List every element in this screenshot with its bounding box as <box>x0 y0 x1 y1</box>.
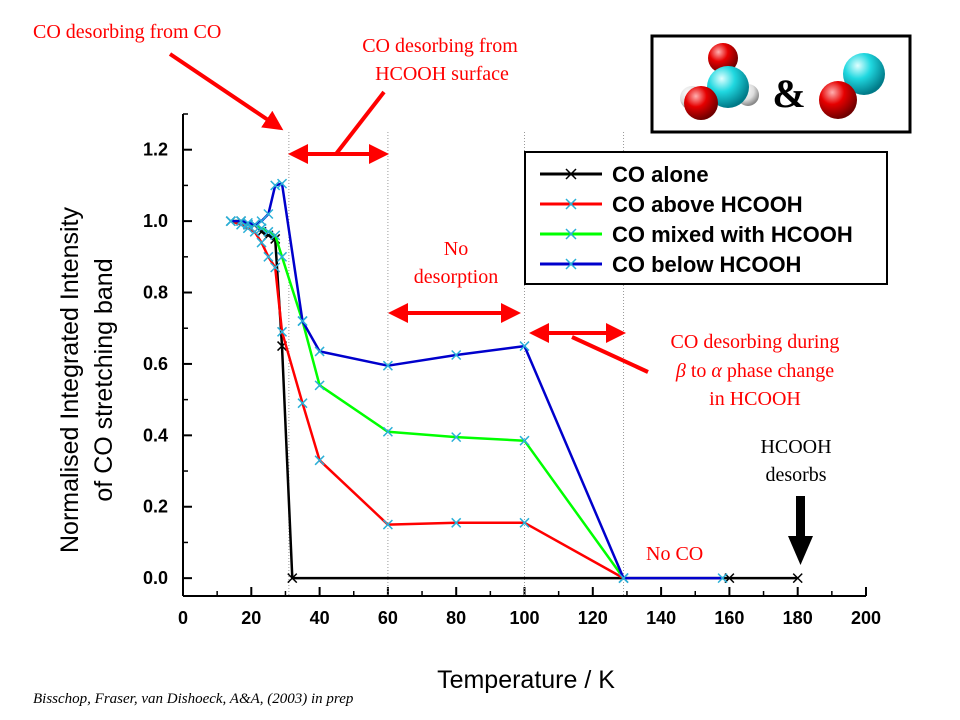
data-point-marker <box>287 573 298 584</box>
pointer-co-from-hcooh <box>334 90 386 156</box>
data-point-marker <box>792 573 803 584</box>
data-point-marker <box>451 432 462 443</box>
data-point-marker <box>314 455 325 466</box>
data-point-marker <box>277 326 288 337</box>
legend-label: CO mixed with HCOOH <box>612 222 853 247</box>
data-point-marker <box>451 349 462 361</box>
y-tick-label: 0.8 <box>143 283 168 303</box>
data-point-marker <box>263 251 274 262</box>
hcooh-molecule-icon <box>680 43 759 120</box>
data-point-marker <box>618 573 629 584</box>
annotation-hcooh-desorbs-line2: desorbs <box>765 464 826 486</box>
series-lines <box>225 178 803 584</box>
x-tick-label: 180 <box>783 608 813 628</box>
data-point-marker <box>717 573 728 584</box>
data-point-marker <box>451 517 462 528</box>
x-tick-label: 100 <box>509 608 539 628</box>
legend-label: CO alone <box>612 162 709 187</box>
annotation-no-desorption-line1: No <box>444 238 468 260</box>
hcooh-desorbs-arrow <box>788 496 813 565</box>
reference-lines <box>288 132 625 596</box>
arrow-co-from-co <box>168 52 284 131</box>
x-tick-label: 80 <box>446 608 466 628</box>
annotation-co-from-co: CO desorbing from CO <box>33 21 221 43</box>
legend-marker <box>565 228 577 240</box>
pointer-phase-change <box>571 335 649 374</box>
x-tick-label: 20 <box>241 608 261 628</box>
legend: CO alone CO above HCOOH CO mixed with HCOO… <box>524 151 888 285</box>
y-axis-label-line2: of CO stretching band <box>90 258 118 501</box>
data-point-marker <box>519 435 530 446</box>
data-point-marker <box>270 262 281 273</box>
data-point-marker <box>314 346 325 357</box>
data-point-marker <box>519 341 530 352</box>
x-axis-label: Temperature / K <box>437 666 615 694</box>
annotation-phase-change-line1: CO desorbing during <box>671 331 840 353</box>
data-point-marker <box>382 519 393 530</box>
y-tick-label: 0.0 <box>143 568 168 588</box>
annotation-co-from-hcooh-line1: CO desorbing from <box>362 35 518 57</box>
x-tick-label: 200 <box>851 608 881 628</box>
x-tick-label: 0 <box>178 608 188 628</box>
alpha-symbol: α <box>711 360 722 382</box>
data-point-marker <box>382 360 393 371</box>
x-tick-label: 160 <box>714 608 744 628</box>
data-point-marker <box>263 208 274 220</box>
y-tick-label: 1.0 <box>143 211 168 231</box>
x-tick-label: 40 <box>310 608 330 628</box>
annotation-no-co: No CO <box>646 543 703 565</box>
x-tick-label: 60 <box>378 608 398 628</box>
co-molecule-icon <box>819 53 885 119</box>
data-point-marker <box>382 426 393 437</box>
annotation-hcooh-desorbs-line1: HCOOH <box>760 436 831 458</box>
data-point-marker <box>225 216 236 227</box>
legend-marker <box>565 198 577 210</box>
annotation-co-from-hcooh-line2: HCOOH surface <box>375 63 509 85</box>
data-point-marker <box>519 517 530 528</box>
annotation-phase-change-line2: β to α phase change <box>675 360 834 382</box>
legend-marker <box>565 168 577 180</box>
series-co-below-hcooh <box>225 178 728 584</box>
data-point-marker <box>256 237 267 248</box>
x-tick-label: 120 <box>578 608 608 628</box>
data-point-marker <box>249 219 260 230</box>
y-tick-label: 1.2 <box>143 140 168 160</box>
data-point-marker <box>277 178 288 189</box>
beta-symbol: β <box>675 360 686 382</box>
axes: 0 20 40 60 80 100 120 140 160 180 200 0.0 0.2 0.4 0.6 0… <box>143 113 881 628</box>
citation: Bisschop, Fraser, van Dishoeck, A&A, (20… <box>33 691 354 707</box>
data-point-marker <box>263 226 274 237</box>
x-tick-label: 140 <box>646 608 676 628</box>
data-point-marker <box>314 380 325 391</box>
data-point-marker <box>277 251 288 262</box>
annotation-phase-change-line3: in HCOOH <box>709 388 801 410</box>
legend-marker <box>565 258 577 270</box>
y-tick-label: 0.4 <box>143 425 168 445</box>
y-tick-label: 0.6 <box>143 354 168 374</box>
y-axis-label-line1: Normalised Integrated Intensity <box>56 206 84 553</box>
annotation-no-desorption-line2: desorption <box>414 266 498 288</box>
data-point-marker <box>297 398 308 409</box>
ampersand-symbol: & <box>772 71 805 116</box>
legend-label: CO above HCOOH <box>612 192 803 217</box>
molecule-inset: & <box>650 34 912 134</box>
y-tick-label: 0.2 <box>143 497 168 517</box>
data-point-marker <box>270 230 281 241</box>
data-point-marker <box>297 316 308 327</box>
data-point-marker <box>256 223 267 234</box>
legend-label: CO below HCOOH <box>612 252 801 277</box>
